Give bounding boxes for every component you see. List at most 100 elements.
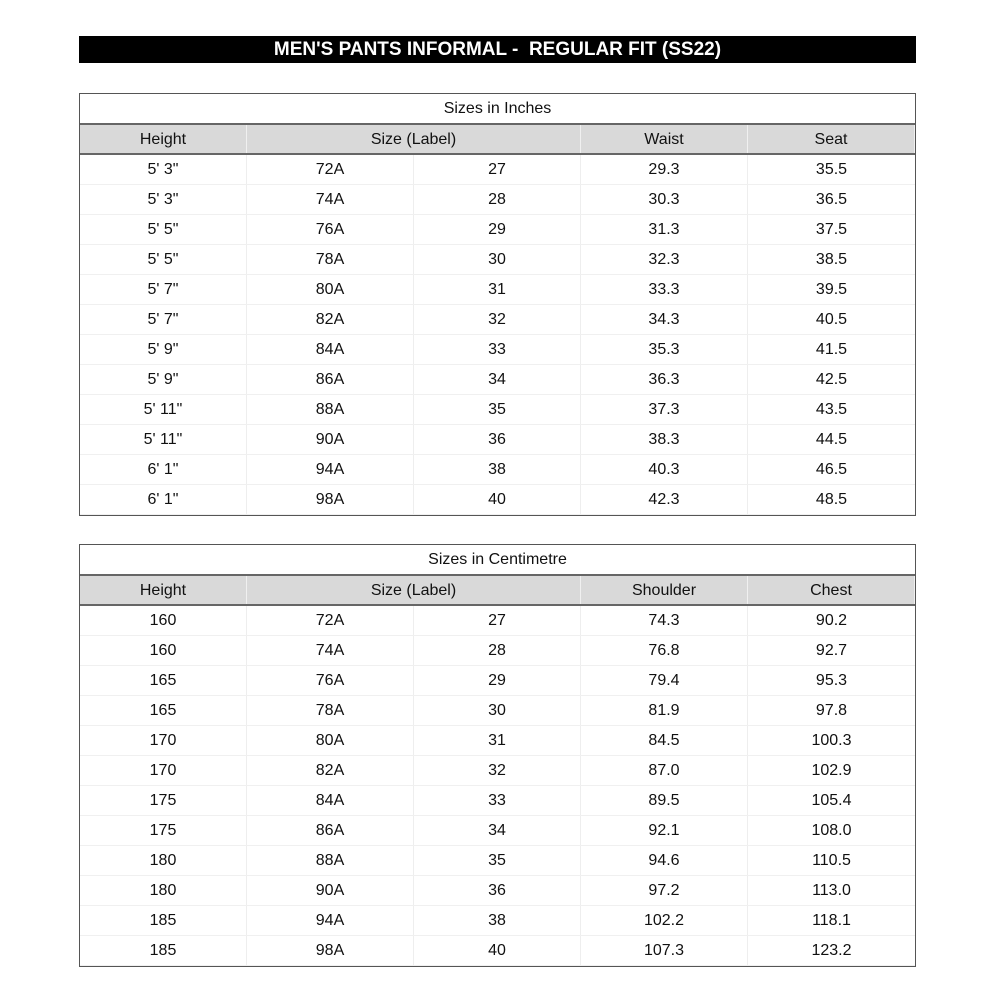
cell-measure-2: 90.2 (815, 612, 848, 629)
cell-measure-2: 48.5 (815, 491, 848, 508)
cell-height: 160 (80, 606, 247, 635)
cell-measure-2: 118.1 (812, 912, 851, 929)
cell-size-label: 78A (247, 245, 414, 274)
cell-measure-1: 29.3 (581, 155, 748, 184)
table-row: 165 76A 29 79.4 95.3 (80, 666, 915, 696)
cell-measure-2: 110.5 (812, 852, 851, 869)
cell-size-number: 27 (414, 155, 581, 184)
cell-size-label: 72A (247, 155, 414, 184)
cell-size-label: 94A (247, 906, 414, 935)
cell-size-label: 90A (247, 425, 414, 454)
cell-measure-1: 84.5 (581, 726, 748, 755)
column-header: Seat (748, 125, 915, 153)
table-body: 5' 3" 72A 27 29.3 35.5 5' 3" 74A 28 30.3 36.5 5' 5… (80, 155, 915, 515)
cell-measure-1: 30.3 (581, 185, 748, 214)
cell-measure-1: 35.3 (581, 335, 748, 364)
cell-size-number: 38 (414, 455, 581, 484)
cell-size-number: 28 (414, 185, 581, 214)
cell-size-number: 28 (414, 636, 581, 665)
column-header: Height (80, 125, 247, 153)
cell-size-number: 34 (414, 365, 581, 394)
cell-size-label: 88A (247, 395, 414, 424)
table-header-row: Height Size (Label) Waist Seat (80, 125, 915, 155)
cell-height: 185 (80, 936, 247, 965)
cell-height: 6' 1" (80, 455, 247, 484)
column-header: Shoulder (581, 576, 748, 604)
cell-measure-1: 107.3 (581, 936, 748, 965)
cell-size-label: 98A (247, 485, 414, 514)
cell-height: 5' 7" (80, 275, 247, 304)
cell-size-label: 86A (247, 365, 414, 394)
cell-size-label: 98A (247, 936, 414, 965)
table-row: 5' 7" 80A 31 33.3 39.5 (80, 275, 915, 305)
cell-measure-1: 34.3 (581, 305, 748, 334)
cell-size-number: 31 (414, 275, 581, 304)
cell-size-number: 36 (414, 425, 581, 454)
cell-measure-2: 97.8 (815, 702, 848, 719)
cell-height: 5' 9" (80, 365, 247, 394)
cell-size-label: 82A (247, 756, 414, 785)
cell-size-number: 40 (414, 936, 581, 965)
cell-height: 160 (80, 636, 247, 665)
table-row: 5' 11" 88A 35 37.3 43.5 (80, 395, 915, 425)
cell-measure-1: 38.3 (581, 425, 748, 454)
cell-size-number: 30 (414, 245, 581, 274)
cell-measure-1: 102.2 (581, 906, 748, 935)
table-row: 175 86A 34 92.1 108.0 (80, 816, 915, 846)
cell-measure-2: 105.4 (811, 792, 852, 809)
cell-size-number: 34 (414, 816, 581, 845)
cell-measure-2: 92.7 (815, 642, 848, 659)
cell-measure-1: 40.3 (581, 455, 748, 484)
cell-height: 5' 3" (80, 155, 247, 184)
cell-measure-2: 43.5 (815, 401, 848, 418)
table-row: 6' 1" 98A 40 42.3 48.5 (80, 485, 915, 515)
cell-measure-1: 31.3 (581, 215, 748, 244)
cell-height: 175 (80, 786, 247, 815)
cell-measure-2: 95.3 (815, 672, 848, 689)
centimetre-size-table: Sizes in Centimetre Height Size (Label) Sho… (79, 544, 916, 967)
cell-measure-2: 44.5 (815, 431, 848, 448)
cell-height: 180 (80, 876, 247, 905)
cell-measure-1: 92.1 (581, 816, 748, 845)
cell-size-number: 36 (414, 876, 581, 905)
table-caption: Sizes in Centimetre (80, 545, 915, 576)
cell-size-number: 40 (414, 485, 581, 514)
cell-measure-1: 87.0 (581, 756, 748, 785)
cell-measure-2: 42.5 (815, 371, 848, 388)
table-header-row: Height Size (Label) Shoulder Chest (80, 576, 915, 606)
cell-measure-2: 102.9 (811, 762, 852, 779)
cell-size-number: 35 (414, 846, 581, 875)
cell-size-label: 74A (247, 185, 414, 214)
cell-size-label: 84A (247, 786, 414, 815)
cell-measure-2: 39.5 (815, 281, 848, 298)
table-row: 185 94A 38 102.2 118.1 (80, 906, 915, 936)
cell-measure-1: 42.3 (581, 485, 748, 514)
cell-measure-2: 40.5 (815, 311, 848, 328)
cell-size-label: 76A (247, 666, 414, 695)
cell-size-number: 27 (414, 606, 581, 635)
cell-size-number: 35 (414, 395, 581, 424)
table-row: 5' 9" 84A 33 35.3 41.5 (80, 335, 915, 365)
inches-size-table: Sizes in Inches Height Size (Label) Waist Se… (79, 93, 916, 516)
cell-size-label: 88A (247, 846, 414, 875)
table-row: 5' 9" 86A 34 36.3 42.5 (80, 365, 915, 395)
cell-size-number: 33 (414, 335, 581, 364)
cell-measure-2: 36.5 (815, 191, 848, 208)
cell-height: 180 (80, 846, 247, 875)
cell-height: 170 (80, 726, 247, 755)
cell-size-number: 32 (414, 756, 581, 785)
cell-height: 165 (80, 666, 247, 695)
cell-size-label: 80A (247, 726, 414, 755)
table-caption: Sizes in Inches (80, 94, 915, 125)
cell-size-label: 80A (247, 275, 414, 304)
table-row: 165 78A 30 81.9 97.8 (80, 696, 915, 726)
cell-measure-1: 74.3 (581, 606, 748, 635)
cell-measure-1: 89.5 (581, 786, 748, 815)
table-body: 160 72A 27 74.3 90.2 160 74A 28 76.8 92.7 165 76A 29… (80, 606, 915, 966)
cell-size-number: 31 (414, 726, 581, 755)
cell-height: 175 (80, 816, 247, 845)
cell-measure-2: 35.5 (815, 161, 848, 178)
cell-measure-1: 76.8 (581, 636, 748, 665)
table-row: 5' 7" 82A 32 34.3 40.5 (80, 305, 915, 335)
cell-height: 5' 5" (80, 245, 247, 274)
